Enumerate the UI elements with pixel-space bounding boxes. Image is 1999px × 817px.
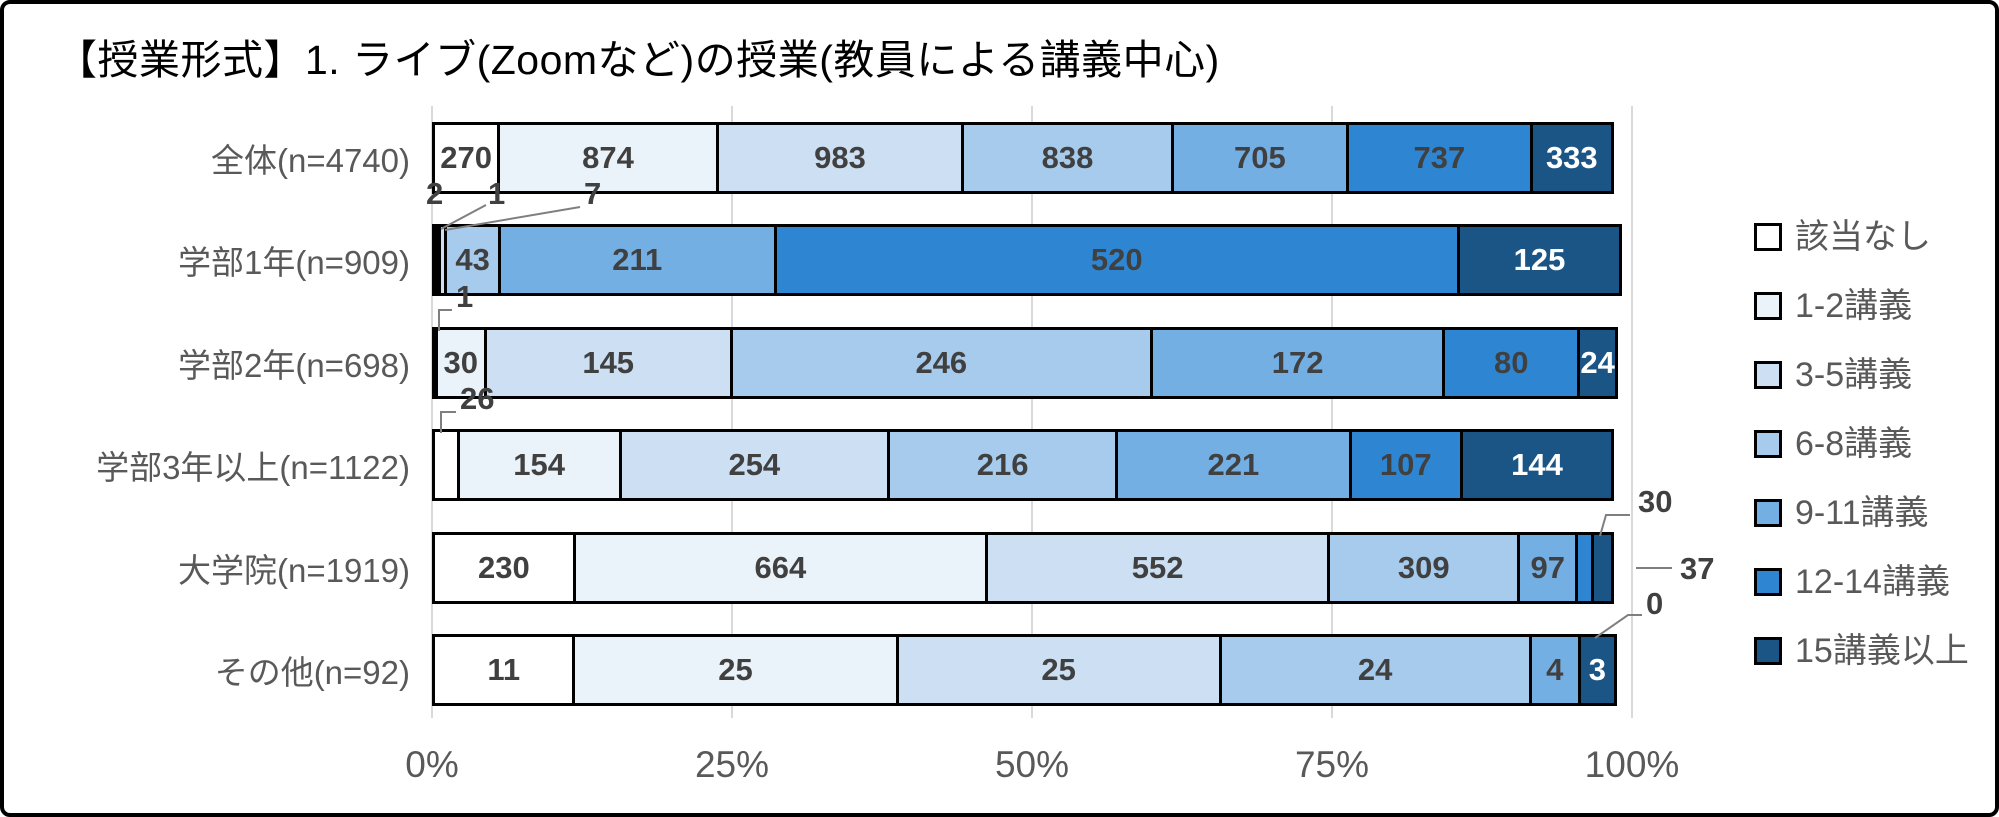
bar-segment-1-2講義: 25 (572, 634, 899, 706)
bar-segment-6-8講義: 24 (1218, 634, 1532, 706)
bar-segment-12-14講義: 80 (1442, 327, 1580, 399)
legend-swatch-icon (1754, 361, 1782, 389)
legend-label: 3-5講義 (1795, 356, 1913, 394)
legend-label: 12-14講義 (1795, 563, 1950, 601)
legend-label: 9-11講義 (1795, 494, 1929, 532)
x-axis-tick: 0% (405, 744, 459, 785)
callout-value-12-14講義: 0 (1646, 586, 1664, 621)
callout-value-1-2講義: 1 (488, 176, 506, 211)
legend-label: 15講義以上 (1795, 632, 1969, 670)
category-label: 全体(n=4740) (210, 142, 410, 179)
bar-segment-3-5講義: 552 (985, 532, 1331, 604)
gridline-0 (431, 106, 433, 718)
legend-item-3-5講義: 3-5講義 (1754, 358, 1969, 392)
bar-segment-9-11講義: 97 (1517, 532, 1579, 604)
bar-segment-3-5講義: 983 (715, 122, 965, 194)
gridline-100 (1631, 106, 1633, 718)
chart-title: 【授業形式】1. ライブ(Zoomなど)の授業(教員による講義中心) (56, 37, 1220, 83)
bar-segment-9-11講義: 211 (498, 224, 777, 296)
bar-segment-該当なし: 270 (432, 122, 501, 194)
bar-segment-該当なし: 11 (432, 634, 576, 706)
callout-value-該当なし: 2 (426, 176, 444, 211)
legend-swatch-icon (1754, 292, 1782, 320)
bar-segment-6-8講義: 838 (961, 122, 1174, 194)
legend-item-12-14講義: 12-14講義 (1754, 565, 1969, 599)
bar-segment-1-2講義: 30 (435, 327, 487, 399)
legend-label: 6-8講義 (1795, 425, 1913, 463)
callout-value-該当なし: 26 (460, 381, 495, 416)
legend: 該当なし 1-2講義 3-5講義 6-8講義 9-11講義 12-14講義 15講義以上 (1754, 220, 1969, 668)
gridlines (431, 106, 1634, 718)
gridline-75 (1331, 106, 1333, 718)
bar-segment-1-2講義: 664 (572, 532, 989, 604)
bar-segment-15講義以上: 24 (1576, 327, 1619, 399)
bar-segment-12-14講義: 107 (1348, 429, 1463, 501)
x-axis-tick: 25% (694, 744, 770, 785)
bar-segment-12-14講義: 737 (1346, 122, 1533, 194)
bar-segment-該当なし (432, 429, 460, 501)
legend-item-15講義以上: 15講義以上 (1754, 634, 1969, 668)
legend-item-9-11講義: 9-11講義 (1754, 496, 1969, 530)
x-axis-tick: 75% (1294, 744, 1370, 785)
bar-segment-15講義以上 (1590, 532, 1614, 604)
bar-segment-12-14講義: 520 (773, 224, 1460, 296)
bar-segment-該当なし: 230 (432, 532, 576, 604)
bar-segment-6-8講義: 309 (1327, 532, 1521, 604)
bar-segment-15講義以上: 333 (1529, 122, 1614, 194)
legend-label: 該当なし (1795, 218, 1931, 256)
bar-segment-1-2講義: 154 (456, 429, 622, 501)
legend-swatch-icon (1754, 430, 1782, 458)
legend-swatch-icon (1754, 223, 1782, 251)
bar-track: 30 145 246 172 80 24 1 (432, 281, 1632, 399)
bar-segment-15講義以上: 125 (1457, 224, 1623, 296)
bar-segment-3-5講義: 145 (483, 327, 733, 399)
legend-swatch-icon (1754, 568, 1782, 596)
bar-segment-1-2講義: 874 (497, 122, 719, 194)
legend-swatch-icon (1754, 637, 1782, 665)
bar-segment-15講義以上: 3 (1577, 634, 1617, 706)
bar-segment-3-5講義: 25 (895, 634, 1222, 706)
category-label: 大学院(n=1919) (177, 552, 410, 589)
bar-track: 230 664 552 309 97 30 37 (432, 486, 1714, 604)
gridline-50 (1031, 106, 1033, 718)
bar-segment-15講義以上: 144 (1459, 429, 1614, 501)
legend-item-6-8講義: 6-8講義 (1754, 427, 1969, 461)
bar-segment-9-11講義: 4 (1528, 634, 1581, 706)
bar-track: 43 211 520 125 2 1 7 (426, 178, 1632, 296)
callout-value-該当なし: 1 (456, 279, 474, 314)
category-label: 学部2年(n=698) (177, 347, 410, 384)
callout-value-15講義以上: 37 (1680, 551, 1715, 586)
bar-track: 154 254 216 221 107 144 26 (432, 383, 1632, 501)
bar-segment-9-11講義: 172 (1149, 327, 1446, 399)
gridline-25 (731, 106, 733, 718)
bar-segment-3-5講義: 254 (618, 429, 891, 501)
legend-swatch-icon (1754, 499, 1782, 527)
x-axis-tick: 50% (994, 744, 1070, 785)
bar-segment-6-8講義: 246 (729, 327, 1153, 399)
bar-segment-6-8講義: 216 (887, 429, 1119, 501)
category-label: 学部3年以上(n=1122) (96, 449, 410, 486)
legend-item-該当なし: 該当なし (1754, 220, 1969, 254)
x-axis-tick: 100% (1584, 744, 1680, 785)
callout-value-3-5講義: 7 (584, 176, 602, 211)
category-label: 学部1年(n=909) (177, 244, 410, 281)
bar-track: 11 25 25 24 4 3 0 (432, 588, 1663, 706)
legend-item-1-2講義: 1-2講義 (1754, 289, 1969, 323)
bar-segment-9-11講義: 221 (1115, 429, 1352, 501)
legend-label: 1-2講義 (1795, 287, 1913, 325)
bar-segment-9-11講義: 705 (1170, 122, 1350, 194)
callout-value-12-14講義: 30 (1638, 484, 1673, 519)
category-label: その他(n=92) (214, 654, 410, 691)
bar-track: 270 874 983 838 705 737 333 (432, 122, 1632, 194)
